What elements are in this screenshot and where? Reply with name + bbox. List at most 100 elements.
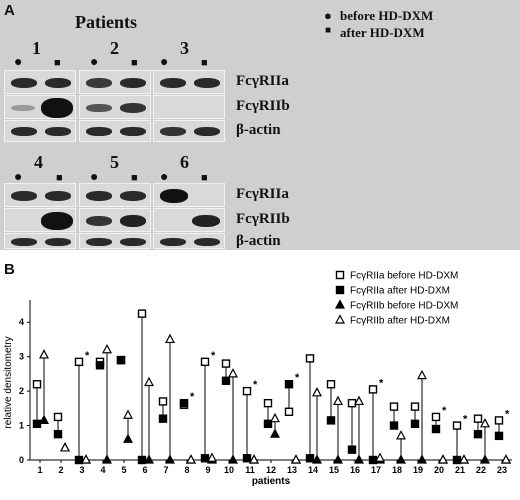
fcgriia-after-marker [431,424,441,434]
densitometry-chart-panel: B 0 1 2 3 4 relative densitometry 1 2 3 4 5 6 7 8 9 10 1… [0,255,520,495]
fcgriia-before-marker [452,421,462,430]
significance-marker: * [442,405,447,417]
group-label: 4 [34,152,43,172]
fcgriib-after-marker [291,454,301,464]
fcgriia-after-marker [200,454,210,463]
before-lane-icon: ● [14,170,23,185]
legend-label: FcγRIIb before HD-DXM [350,301,458,312]
fcgriia-after-marker [221,376,231,385]
fcgriia-after-marker [305,454,315,463]
x-tick-label: 7 [163,465,168,475]
panel-letter-b: B [4,261,15,278]
fcgriia-after-marker [452,455,462,465]
fcgriib-after-marker [207,452,217,462]
fcgriia-after-marker [95,361,105,370]
fcgriib-after-marker [396,430,406,440]
before-lane-icon: ● [160,55,169,70]
fcgriib-after-marker [39,349,49,359]
fcgriia-after-marker [242,454,252,463]
fcgriib-before-marker [312,454,322,464]
significance-marker: * [190,391,195,403]
fcgriia-after-marker [410,419,420,429]
group-label: 6 [180,152,189,172]
fcgriia-before-marker [431,412,441,422]
before-lane-icon: ● [14,55,23,70]
legend-after-label: after HD-DXM [340,25,425,40]
fcgriia-before-marker [326,380,336,389]
fcgriia-after-marker [74,455,84,465]
blot-strip [4,208,76,232]
blot-strip [153,233,225,249]
x-tick-label: 16 [350,465,360,475]
blot-strip [4,120,76,142]
after-lane-icon: ■ [201,172,208,184]
row-label: β-actin [236,233,281,249]
fcgriib-after-marker [186,454,196,464]
x-axis-label: patients [252,476,291,487]
fcgriib-before-marker [102,454,112,464]
fcgriib-after-marker [270,412,280,423]
fcgriib-before-marker [165,454,175,464]
fcgriia-before-marker [284,407,294,416]
fcgriia-after-marker [158,414,168,423]
legend-marker [335,270,345,280]
fcgriia-before-marker [32,380,42,389]
group-label: 2 [110,38,119,58]
significance-marker: * [505,408,510,420]
legend-marker [335,314,345,324]
x-tick-label: 20 [434,465,444,475]
x-tick-label: 5 [121,465,126,475]
row-label: FcγRIIb [236,98,290,114]
fcgriib-before-marker [123,433,133,443]
after-lane-icon: ■ [201,57,208,69]
fcgriib-after-marker [459,454,469,464]
blot-strip [153,183,225,207]
panel-letter-a: A [4,2,15,19]
legend-label: FcγRIIb after HD-DXM [350,316,450,327]
fcgriia-after-marker [368,455,378,465]
blot-strip [79,208,151,232]
significance-marker: * [253,379,258,391]
y-tick-label: 2 [19,386,24,396]
fcgriia-before-marker [389,402,399,411]
fcgriia-before-marker [221,359,231,368]
blot-strip [153,70,225,94]
blot-strip [79,120,151,142]
before-lane-icon: ● [90,55,99,70]
x-tick-label: 19 [413,465,423,475]
fcgriia-after-marker [53,429,63,439]
legend-before-icon: ● [324,8,332,23]
blot-strip [79,95,151,119]
blot-strip [79,233,151,249]
after-lane-icon: ■ [54,57,61,69]
fcgriib-after-marker [228,368,238,378]
blot-strip [153,95,225,119]
fcgriia-after-marker [473,429,483,439]
fcgriib-before-marker [270,428,280,438]
y-tick-label: 1 [19,421,24,431]
fcgriib-after-marker [375,452,385,462]
fcgriia-after-marker [284,380,294,389]
legend-before-label: before HD-DXM [340,8,434,23]
fcgriia-after-marker [389,421,399,430]
fcgriib-after-marker [354,395,364,406]
x-tick-label: 22 [476,465,486,475]
panel-title: Patients [75,12,137,32]
x-tick-label: 23 [497,465,507,475]
fcgriia-before-marker [53,412,63,422]
row-label: FcγRIIb [236,211,290,227]
x-tick-label: 15 [329,465,339,475]
fcgriia-before-marker [494,416,504,425]
fcgriia-after-marker [263,419,273,429]
fcgriib-after-marker [81,454,91,464]
y-tick-label: 3 [19,352,24,362]
fcgriib-after-marker [144,376,154,387]
fcgriia-before-marker [242,386,252,396]
fcgriib-after-marker [417,369,427,380]
blot-strip [153,120,225,142]
legend-label: FcγRIIa after HD-DXM [350,286,450,297]
legend-marker [335,285,345,295]
blot-strip [4,70,76,94]
fcgriia-before-marker [263,398,273,408]
fcgriib-after-marker [165,333,175,344]
